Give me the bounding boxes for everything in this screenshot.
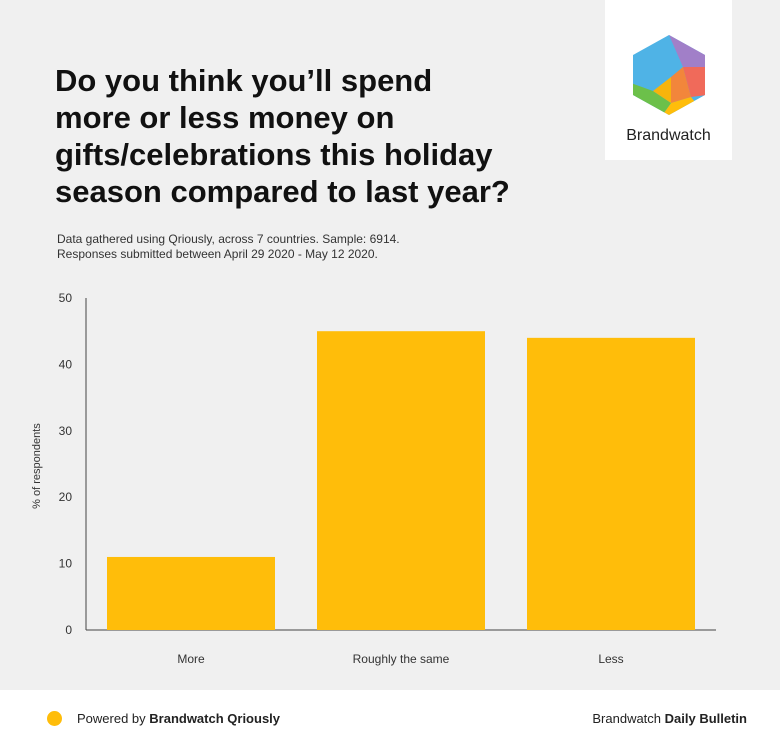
footer bbox=[0, 690, 780, 747]
bulletin-brand: Daily Bulletin bbox=[664, 711, 747, 726]
powered-brand: Brandwatch Qriously bbox=[149, 711, 281, 726]
y-tick-label: 30 bbox=[59, 424, 73, 438]
x-tick-label: More bbox=[177, 652, 205, 666]
brandwatch-logo[interactable]: Brandwatch bbox=[605, 0, 732, 160]
powered-by-text: Powered by Brandwatch Qriously bbox=[77, 711, 280, 726]
bar-3 bbox=[527, 337, 695, 630]
y-tick-label: 10 bbox=[59, 557, 73, 571]
bar-chart: 0 10 20 30 40 50 % of respondents More Roughly t… bbox=[31, 291, 716, 666]
brandwatch-hexagon-icon bbox=[633, 35, 705, 115]
brandwatch-wordmark: Brandwatch bbox=[626, 127, 711, 144]
daily-bulletin-text: Brandwatch Daily Bulletin bbox=[592, 711, 747, 726]
subtitle-line-2: Responses submitted between April 29 202… bbox=[57, 247, 378, 261]
y-tick-label: 20 bbox=[59, 490, 73, 504]
chart-title: Do you think you’ll spend more or less m… bbox=[55, 63, 510, 209]
y-tick-label: 40 bbox=[59, 357, 73, 371]
subtitle-line-1: Data gathered using Qriously, across 7 c… bbox=[57, 232, 400, 246]
y-tick-label: 50 bbox=[59, 291, 73, 305]
x-tick-label: Roughly the same bbox=[353, 652, 450, 666]
bulletin-prefix: Brandwatch bbox=[592, 711, 665, 726]
yellow-dot-icon bbox=[47, 711, 62, 726]
bar-1 bbox=[107, 556, 275, 630]
y-tick-label: 0 bbox=[65, 623, 72, 637]
bar-2 bbox=[317, 331, 485, 630]
chart-subtitle: Data gathered using Qriously, across 7 c… bbox=[57, 232, 577, 262]
y-axis-label: % of respondents bbox=[31, 423, 43, 509]
x-tick-label: Less bbox=[598, 652, 623, 666]
powered-prefix: Powered by bbox=[77, 711, 150, 726]
